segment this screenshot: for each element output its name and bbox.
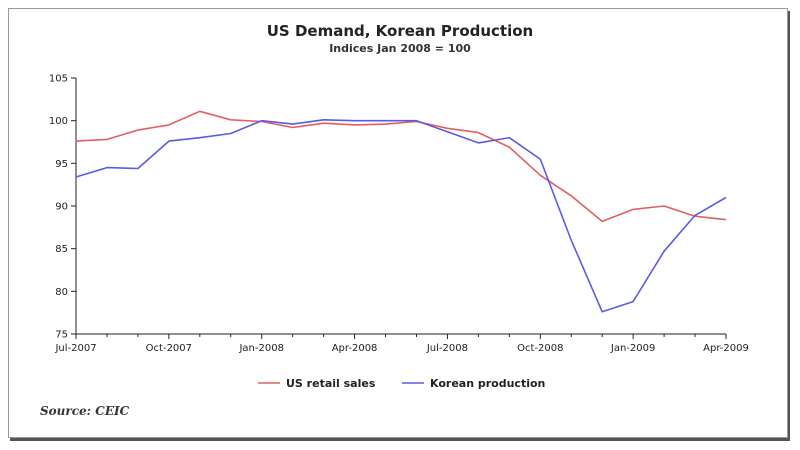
y-tick-label: 75 xyxy=(55,330,68,341)
legend-us-retail-sales-label: US retail sales xyxy=(286,377,376,390)
x-tick-label: Oct-2007 xyxy=(146,343,192,354)
x-tick-label: Apr-2008 xyxy=(332,343,378,354)
x-tick-label: Jul-2008 xyxy=(426,343,468,354)
y-tick-label: 90 xyxy=(55,202,68,213)
source-note: Source: CEIC xyxy=(40,404,130,418)
x-tick-label: Jan-2009 xyxy=(610,343,655,354)
y-tick-label: 80 xyxy=(55,287,68,298)
x-tick-label: Jan-2008 xyxy=(238,343,283,354)
y-tick-label: 100 xyxy=(49,116,68,127)
chart-frame xyxy=(8,8,788,438)
series-line-korean-production xyxy=(75,119,727,313)
x-tick-label: Apr-2009 xyxy=(703,343,749,354)
legend-korean-production-label: Korean production xyxy=(430,377,545,390)
y-tick-label: 85 xyxy=(55,244,68,255)
x-tick-label: Oct-2008 xyxy=(517,343,563,354)
series-line-us-retail-sales xyxy=(75,110,727,223)
chart-title: US Demand, Korean Production xyxy=(266,22,534,40)
y-tick-label: 105 xyxy=(49,74,68,85)
chart-subtitle: Indices Jan 2008 = 100 xyxy=(329,42,471,55)
x-tick-label: Jul-2007 xyxy=(54,343,96,354)
y-tick-label: 95 xyxy=(55,159,68,170)
